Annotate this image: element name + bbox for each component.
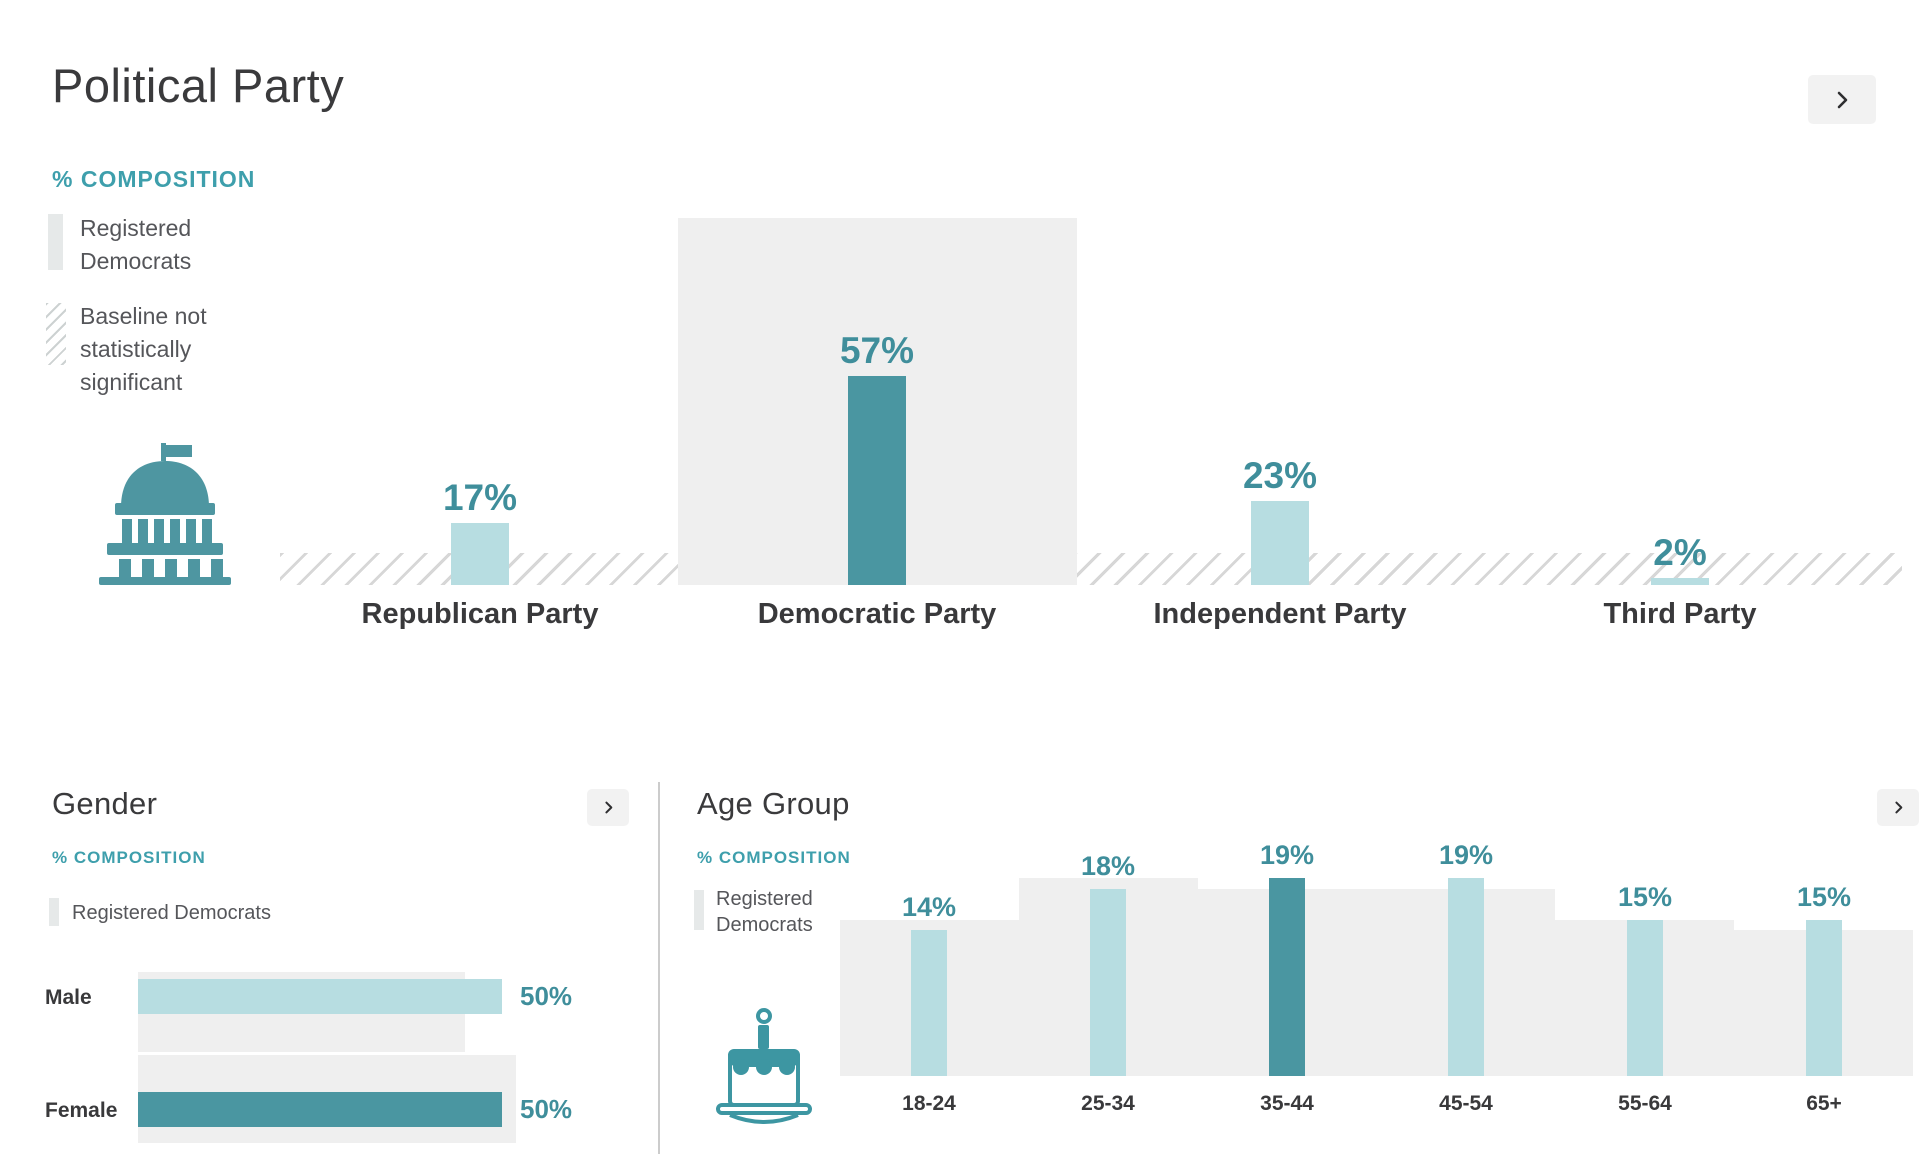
political-party-label-third-party: Third Party: [1603, 598, 1757, 630]
political-party-expand-button[interactable]: [1808, 75, 1876, 124]
age-group-label-45-54: 45-54: [1439, 1092, 1493, 1115]
age-group-value-35-44: 19%: [1259, 840, 1315, 870]
capitol-building-icon: [95, 443, 235, 590]
political-party-bar-democratic-party[interactable]: [848, 376, 906, 585]
age-group-bar-35-44[interactable]: [1269, 878, 1305, 1076]
gender-subtitle: % COMPOSITION: [52, 848, 206, 867]
political-party-bar-third-party[interactable]: [1651, 578, 1709, 585]
political-party-label-democratic-party: Democratic Party: [757, 598, 997, 630]
political-party-bar-republican-party[interactable]: [451, 523, 509, 585]
gender-label-male: Male: [45, 986, 92, 1009]
age-group-bar-55-64[interactable]: [1627, 920, 1663, 1076]
age-group-bar-65+[interactable]: [1806, 920, 1842, 1076]
age-group-title: Age Group: [697, 786, 850, 821]
age-group-value-65+: 15%: [1796, 882, 1852, 912]
political-party-baseline-hatch-strip: [280, 553, 1902, 585]
political-party-label-republican-party: Republican Party: [361, 598, 599, 630]
section-divider: [658, 782, 660, 1154]
age-group-label-55-64: 55-64: [1618, 1092, 1672, 1115]
political-party-title: Political Party: [52, 59, 345, 112]
age-group-value-18-24: 14%: [901, 892, 957, 922]
legend-registered-democrats-swatch: [48, 214, 63, 270]
gender-title: Gender: [52, 786, 158, 821]
chevron-right-icon: [600, 799, 617, 816]
age-group-value-25-34: 18%: [1080, 851, 1136, 881]
gender-legend-swatch: [49, 898, 59, 926]
gender-value-male: 50%: [520, 981, 573, 1011]
age-group-expand-button[interactable]: [1877, 789, 1919, 826]
age-group-bar-45-54[interactable]: [1448, 878, 1484, 1076]
gender-bar-female[interactable]: [138, 1092, 502, 1127]
age-group-label-25-34: 25-34: [1081, 1092, 1135, 1115]
chevron-right-icon: [1830, 88, 1854, 112]
age-group-value-45-54: 19%: [1438, 840, 1494, 870]
age-group-legend-swatch: [694, 890, 704, 930]
legend-baseline-hatch-swatch: [46, 303, 66, 365]
age-group-subtitle: % COMPOSITION: [697, 848, 851, 867]
political-party-value-republican-party: 17%: [442, 477, 518, 518]
gender-value-female: 50%: [520, 1094, 573, 1124]
chevron-right-icon: [1890, 799, 1907, 816]
age-group-bar-25-34[interactable]: [1090, 889, 1126, 1076]
age-group-legend-label: Registered Democrats: [716, 888, 813, 936]
legend-registered-democrats-label: Registered Democrats: [80, 215, 192, 274]
age-group-label-65+: 65+: [1806, 1092, 1842, 1115]
age-group-label-35-44: 35-44: [1260, 1092, 1314, 1115]
political-party-label-independent-party: Independent Party: [1153, 598, 1407, 630]
political-party-value-third-party: 2%: [1653, 532, 1707, 573]
age-group-bar-18-24[interactable]: [911, 930, 947, 1076]
gender-label-female: Female: [45, 1099, 118, 1122]
political-party-bar-independent-party[interactable]: [1251, 501, 1309, 585]
gender-bar-male[interactable]: [138, 979, 502, 1014]
age-group-label-18-24: 18-24: [902, 1092, 956, 1115]
age-group-value-55-64: 15%: [1617, 882, 1673, 912]
political-party-value-democratic-party: 57%: [839, 330, 915, 371]
birthday-cake-icon: [712, 1003, 816, 1142]
gender-legend-label: Registered Democrats: [72, 902, 271, 924]
legend-baseline-label: Baseline not statistically significant: [80, 303, 207, 395]
gender-expand-button[interactable]: [587, 789, 629, 826]
political-party-value-independent-party: 23%: [1242, 455, 1318, 496]
political-party-subtitle: % COMPOSITION: [52, 166, 256, 192]
